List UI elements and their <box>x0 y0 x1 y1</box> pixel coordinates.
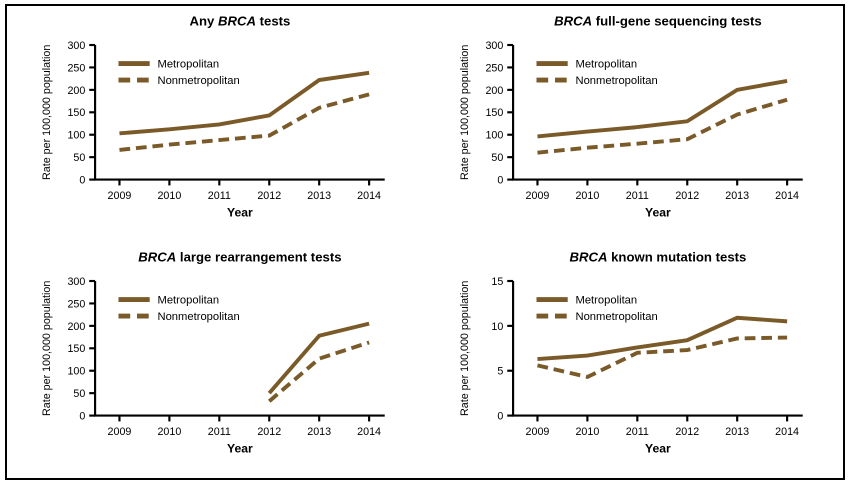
x-tick-label: 2013 <box>725 426 749 438</box>
x-tick-label: 2013 <box>307 426 331 438</box>
x-axis-label: Year <box>645 442 671 456</box>
x-tick-label: 2012 <box>257 190 281 202</box>
x-axis-label: Year <box>645 206 671 220</box>
y-tick-label: 100 <box>67 130 85 142</box>
chart-title: BRCA known mutation tests <box>569 250 746 265</box>
x-tick-label: 2014 <box>775 190 799 202</box>
y-axis-label: Rate per 100,000 population <box>41 281 53 416</box>
x-tick-label: 2012 <box>257 426 281 438</box>
series-line-solid <box>536 315 787 361</box>
x-tick-label: 2009 <box>107 190 131 202</box>
x-tick-label: 2014 <box>357 426 381 438</box>
x-tick-label: 2011 <box>625 190 648 202</box>
chart-title: Any BRCA tests <box>189 14 290 29</box>
y-tick-label: 200 <box>67 321 85 333</box>
x-tick-label: 2010 <box>157 426 181 438</box>
x-tick-label: 2011 <box>625 426 648 438</box>
y-tick-label: 100 <box>67 366 85 378</box>
chart-brca-large-rearrangement-tests: BRCA large rearrangement tests 0 50 100 150 2… <box>7 242 425 478</box>
legend-label: Metropolitan <box>157 294 219 306</box>
y-tick-label: 300 <box>485 40 503 52</box>
y-tick-label: 200 <box>485 85 503 97</box>
legend-label: Metropolitan <box>575 294 637 306</box>
legend-label: Metropolitan <box>157 58 219 70</box>
any-brca-tests-chart-svg: Any BRCA tests 0 50 100 150 200 250 300 2009 2010… <box>41 14 385 220</box>
x-tick-label: 2012 <box>675 426 699 438</box>
series-line-solid <box>267 321 370 395</box>
axis-lines <box>511 45 803 181</box>
brca-large-rearrangement-chart-svg: BRCA large rearrangement tests 0 50 100 150 2… <box>41 250 385 456</box>
legend-label: Nonmetropolitan <box>575 75 657 87</box>
x-tick-label: 2013 <box>725 190 749 202</box>
x-axis-label: Year <box>227 442 253 456</box>
brca-full-gene-sequencing-chart-svg: BRCA full-gene sequencing tests 0 50 100 150… <box>459 14 803 220</box>
y-tick-label: 15 <box>491 276 503 288</box>
y-tick-label: 50 <box>491 152 503 164</box>
y-tick-label: 0 <box>79 174 85 186</box>
x-tick-label: 2014 <box>775 426 799 438</box>
y-tick-label: 50 <box>73 388 85 400</box>
y-tick-label: 250 <box>67 298 85 310</box>
series-line-solid <box>536 78 787 139</box>
y-axis-label: Rate per 100,000 population <box>459 45 471 180</box>
chart-any-brca-tests: Any BRCA tests 0 50 100 150 200 250 300 2009 2010… <box>7 6 425 242</box>
y-axis-label: Rate per 100,000 population <box>41 45 53 180</box>
series-line-dashed <box>536 335 787 380</box>
axis-lines <box>511 281 803 417</box>
x-tick-label: 2009 <box>525 190 549 202</box>
y-tick-label: 300 <box>67 276 85 288</box>
y-tick-label: 10 <box>491 321 503 333</box>
y-tick-label: 250 <box>67 62 85 74</box>
x-tick-label: 2012 <box>675 190 699 202</box>
x-tick-label: 2011 <box>207 190 230 202</box>
y-tick-label: 250 <box>485 62 503 74</box>
y-axis-label: Rate per 100,000 population <box>459 281 471 416</box>
series-line-dashed <box>118 92 370 152</box>
series-line-dashed <box>536 97 788 155</box>
x-tick-label: 2010 <box>157 190 181 202</box>
chart-brca-full-gene-sequencing-tests: BRCA full-gene sequencing tests 0 50 100 150… <box>425 6 843 242</box>
x-tick-label: 2014 <box>357 190 381 202</box>
y-tick-label: 150 <box>485 107 503 119</box>
x-tick-label: 2009 <box>525 426 549 438</box>
legend-label: Nonmetropolitan <box>157 311 239 323</box>
y-tick-label: 150 <box>67 343 85 355</box>
y-tick-label: 0 <box>79 410 85 422</box>
legend-label: Nonmetropolitan <box>575 311 657 323</box>
chart-title: BRCA large rearrangement tests <box>138 250 341 265</box>
x-tick-label: 2010 <box>575 190 599 202</box>
chart-brca-known-mutation-tests: BRCA known mutation tests 0 5 10 15 2009 2010 2… <box>425 242 843 478</box>
y-tick-label: 300 <box>67 40 85 52</box>
x-axis-label: Year <box>227 206 253 220</box>
y-tick-label: 200 <box>67 85 85 97</box>
brca-known-mutation-chart-svg: BRCA known mutation tests 0 5 10 15 2009 2010 2… <box>459 250 803 456</box>
y-tick-label: 5 <box>497 366 503 378</box>
y-tick-label: 0 <box>497 174 503 186</box>
x-tick-label: 2013 <box>307 190 331 202</box>
legend-label: Nonmetropolitan <box>157 75 239 87</box>
series-line-solid <box>118 70 369 136</box>
y-tick-label: 50 <box>73 152 85 164</box>
y-tick-label: 150 <box>67 107 85 119</box>
legend-label: Metropolitan <box>575 58 637 70</box>
y-tick-label: 0 <box>497 410 503 422</box>
chart-title: BRCA full-gene sequencing tests <box>554 14 762 29</box>
y-tick-label: 100 <box>485 130 503 142</box>
x-tick-label: 2009 <box>107 426 131 438</box>
figure-border: Any BRCA tests 0 50 100 150 200 250 300 2009 2010… <box>5 4 845 480</box>
x-tick-label: 2011 <box>207 426 230 438</box>
x-tick-label: 2010 <box>575 426 599 438</box>
series-line-dashed <box>267 340 370 403</box>
